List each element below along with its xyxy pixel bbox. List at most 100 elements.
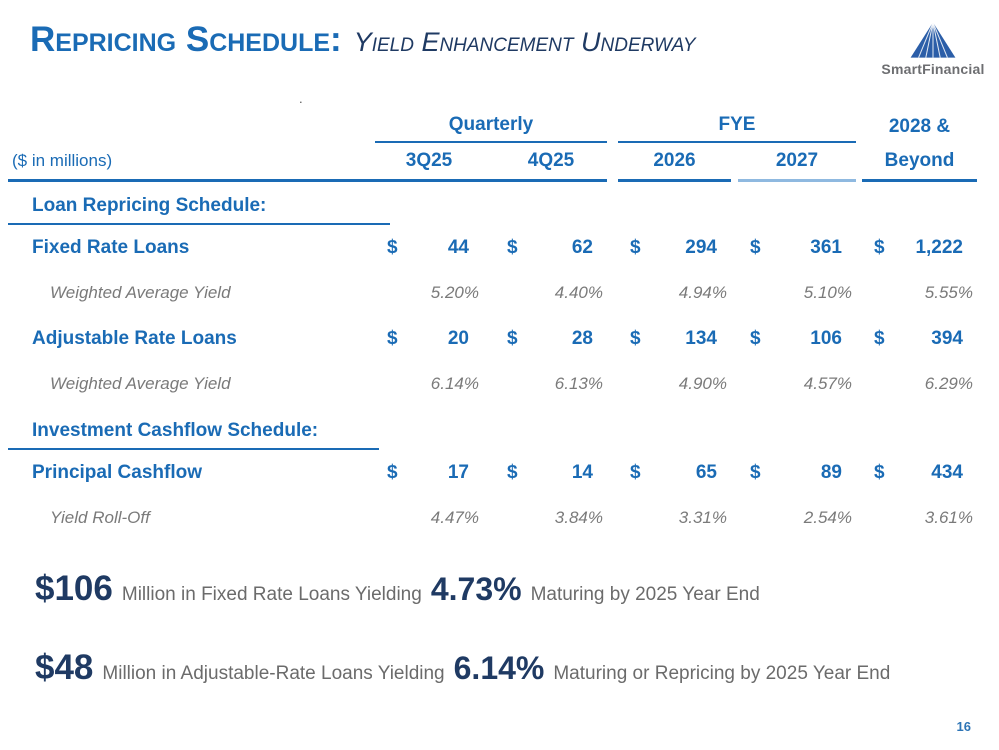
money-value: 17 [447,461,469,483]
money-value: 28 [571,327,593,349]
currency-symbol: $ [387,236,398,258]
money-cell: $ 89 [738,462,856,484]
callout-text: Million in Adjustable-Rate Loans Yieldin… [102,663,445,684]
col-header-2027: 2027 [775,150,819,171]
row-label: Weighted Average Yield [50,283,231,302]
percent-value: 4.47% [430,508,479,527]
table-row-weighted-average-yield: Weighted Average Yield 6.14% 6.13% 4.90%… [8,361,999,407]
percent-value: 3.61% [924,508,973,527]
money-cell: $ 65 [618,462,731,484]
header-rule-2026 [618,179,731,182]
table-row-fixed-rate-loans: Fixed Rate Loans $ 44 $ 62 $ 294 $ 361 $… [8,225,999,270]
money-value: 134 [685,327,717,349]
section-row: Investment Cashflow Schedule: [8,414,999,450]
money-value: 294 [685,236,717,258]
money-value: 62 [571,236,593,258]
money-cell: $ 17 [375,462,483,484]
currency-symbol: $ [507,236,518,258]
currency-symbol: $ [630,236,641,258]
money-cell: $ 361 [738,237,856,259]
header-rule-row [8,179,999,182]
percent-value: 4.40% [554,283,603,302]
table-row-yield-roll-off: Yield Roll-Off 4.47% 3.84% 3.31% 2.54% 3… [8,495,999,541]
percent-value: 4.94% [678,283,727,302]
callout-text: Million in Fixed Rate Loans Yielding [121,584,422,605]
row-label: Principal Cashflow [32,461,202,483]
header-rule-left [8,179,607,182]
row-label: Weighted Average Yield [50,374,231,393]
currency-symbol: $ [874,327,885,349]
currency-symbol: $ [387,461,398,483]
percent-value: 6.14% [430,374,479,393]
header-rule-beyond [862,179,977,182]
currency-symbol: $ [874,236,885,258]
callout-amount: $48 [35,648,94,687]
repricing-table: Quarterly FYE 2028 & ($ in millions) 3Q2… [8,105,999,541]
table-row-principal-cashflow: Principal Cashflow $ 17 $ 14 $ 65 $ 89 $… [8,450,999,495]
currency-symbol: $ [750,236,761,258]
currency-symbol: $ [387,327,398,349]
percent-value: 4.90% [678,374,727,393]
money-value: 14 [571,461,593,483]
money-value: 20 [447,327,469,349]
table-group-header-row: Quarterly FYE 2028 & [8,105,999,143]
section-label-loan-repricing: Loan Repricing Schedule: [8,195,390,225]
money-cell: $ 394 [862,328,977,350]
money-value: 65 [695,461,717,483]
callouts: $106 Million in Fixed Rate Loans Yieldin… [35,569,999,688]
money-value: 434 [931,461,963,483]
currency-symbol: $ [507,327,518,349]
header-rule-2027 [738,179,856,182]
row-label: Fixed Rate Loans [32,236,190,258]
money-cell: $ 434 [862,462,977,484]
callout-text: Maturing by 2025 Year End [530,584,760,605]
currency-symbol: $ [507,461,518,483]
money-value: 89 [820,461,842,483]
callout-amount: $106 [35,569,113,608]
percent-value: 6.29% [924,374,973,393]
currency-symbol: $ [750,327,761,349]
page-number: 16 [956,719,971,734]
callout-text: Maturing or Repricing by 2025 Year End [553,663,891,684]
money-value: 106 [810,327,842,349]
currency-symbol: $ [630,327,641,349]
title-line: Repricing Schedule: Yield Enhancement Un… [30,20,696,60]
section-label-investment-cashflow: Investment Cashflow Schedule: [8,420,379,450]
percent-value: 5.10% [803,283,852,302]
money-cell: $ 28 [495,328,607,350]
percent-value: 4.57% [803,374,852,393]
money-cell: $ 294 [618,237,731,259]
row-label: Yield Roll-Off [50,508,150,527]
logo-text: SmartFinancial [881,61,985,77]
percent-value: 6.13% [554,374,603,393]
money-cell: $ 62 [495,237,607,259]
col-header-4q25: 4Q25 [527,150,575,171]
units-label: ($ in millions) [12,151,113,170]
currency-symbol: $ [750,461,761,483]
percent-value: 2.54% [803,508,852,527]
table-row-weighted-average-yield: Weighted Average Yield 5.20% 4.40% 4.94%… [8,270,999,316]
currency-symbol: $ [874,461,885,483]
money-value: 1,222 [915,236,963,258]
page-title: Repricing Schedule: [30,20,342,59]
money-cell: $ 44 [375,237,483,259]
percent-value: 3.84% [554,508,603,527]
percent-value: 3.31% [678,508,727,527]
money-cell: $ 20 [375,328,483,350]
section-row: Loan Repricing Schedule: [8,189,999,225]
percent-value: 5.20% [430,283,479,302]
mountain-triangle-icon [910,22,956,58]
smartfinancial-logo: SmartFinancial [881,20,985,77]
money-cell: $ 134 [618,328,731,350]
page-subtitle: Yield Enhancement Underway [353,27,696,57]
table-row-adjustable-rate-loans: Adjustable Rate Loans $ 20 $ 28 $ 134 $ … [8,316,999,361]
money-value: 394 [931,327,963,349]
group-header-quarterly: Quarterly [375,114,607,143]
callout-rate: 6.14% [453,650,545,686]
col-header-beyond: Beyond [884,150,955,171]
money-cell: $ 106 [738,328,856,350]
group-header-2028-beyond: 2028 & [888,116,951,137]
currency-symbol: $ [630,461,641,483]
callout-rate: 4.73% [430,571,522,607]
